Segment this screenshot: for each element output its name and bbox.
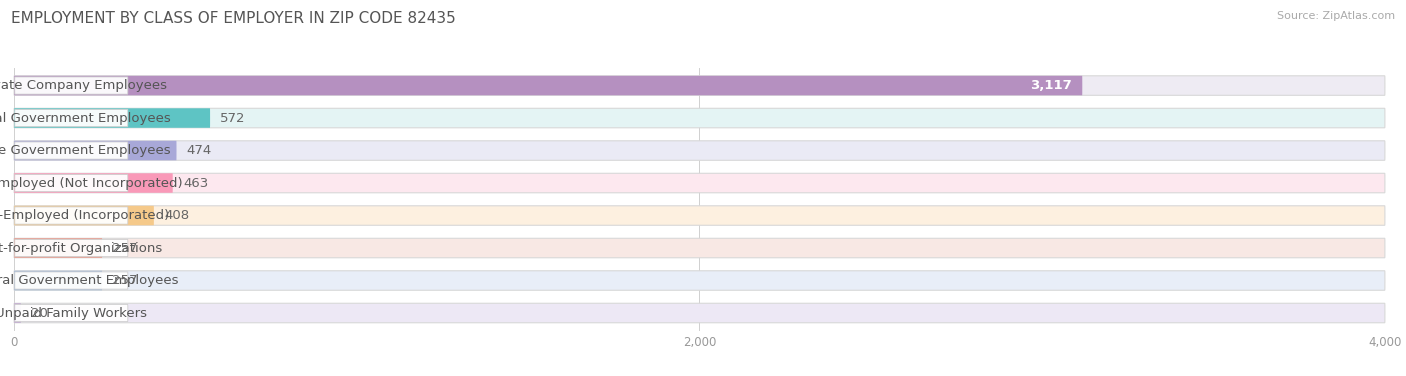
Text: 257: 257 [112,241,138,255]
FancyBboxPatch shape [14,303,1385,323]
Text: 257: 257 [112,274,138,287]
FancyBboxPatch shape [14,173,173,193]
FancyBboxPatch shape [14,174,128,192]
Text: Private Company Employees: Private Company Employees [0,79,167,92]
FancyBboxPatch shape [14,109,128,127]
Text: 463: 463 [183,177,208,190]
FancyBboxPatch shape [14,108,1385,128]
Text: Unpaid Family Workers: Unpaid Family Workers [0,306,148,320]
Text: 474: 474 [187,144,212,157]
FancyBboxPatch shape [14,305,128,321]
FancyBboxPatch shape [14,77,128,94]
FancyBboxPatch shape [14,271,1385,290]
FancyBboxPatch shape [14,173,1385,193]
FancyBboxPatch shape [14,238,1385,258]
FancyBboxPatch shape [14,76,1385,95]
Text: Not-for-profit Organizations: Not-for-profit Organizations [0,241,163,255]
FancyBboxPatch shape [14,271,103,290]
FancyBboxPatch shape [14,108,209,128]
FancyBboxPatch shape [14,240,128,257]
Text: Source: ZipAtlas.com: Source: ZipAtlas.com [1277,11,1395,21]
Text: 20: 20 [31,306,48,320]
Text: Self-Employed (Not Incorporated): Self-Employed (Not Incorporated) [0,177,183,190]
Text: 572: 572 [221,112,246,124]
FancyBboxPatch shape [14,206,153,225]
FancyBboxPatch shape [14,206,1385,225]
FancyBboxPatch shape [14,142,128,159]
FancyBboxPatch shape [14,238,103,258]
FancyBboxPatch shape [14,76,1083,95]
Text: 3,117: 3,117 [1031,79,1071,92]
FancyBboxPatch shape [14,303,21,323]
FancyBboxPatch shape [14,141,177,160]
FancyBboxPatch shape [14,141,1385,160]
Text: State Government Employees: State Government Employees [0,144,172,157]
Text: Self-Employed (Incorporated): Self-Employed (Incorporated) [0,209,169,222]
FancyBboxPatch shape [14,272,128,289]
Text: Local Government Employees: Local Government Employees [0,112,170,124]
FancyBboxPatch shape [14,207,128,224]
Text: Federal Government Employees: Federal Government Employees [0,274,179,287]
Text: 408: 408 [165,209,190,222]
Text: EMPLOYMENT BY CLASS OF EMPLOYER IN ZIP CODE 82435: EMPLOYMENT BY CLASS OF EMPLOYER IN ZIP C… [11,11,456,26]
